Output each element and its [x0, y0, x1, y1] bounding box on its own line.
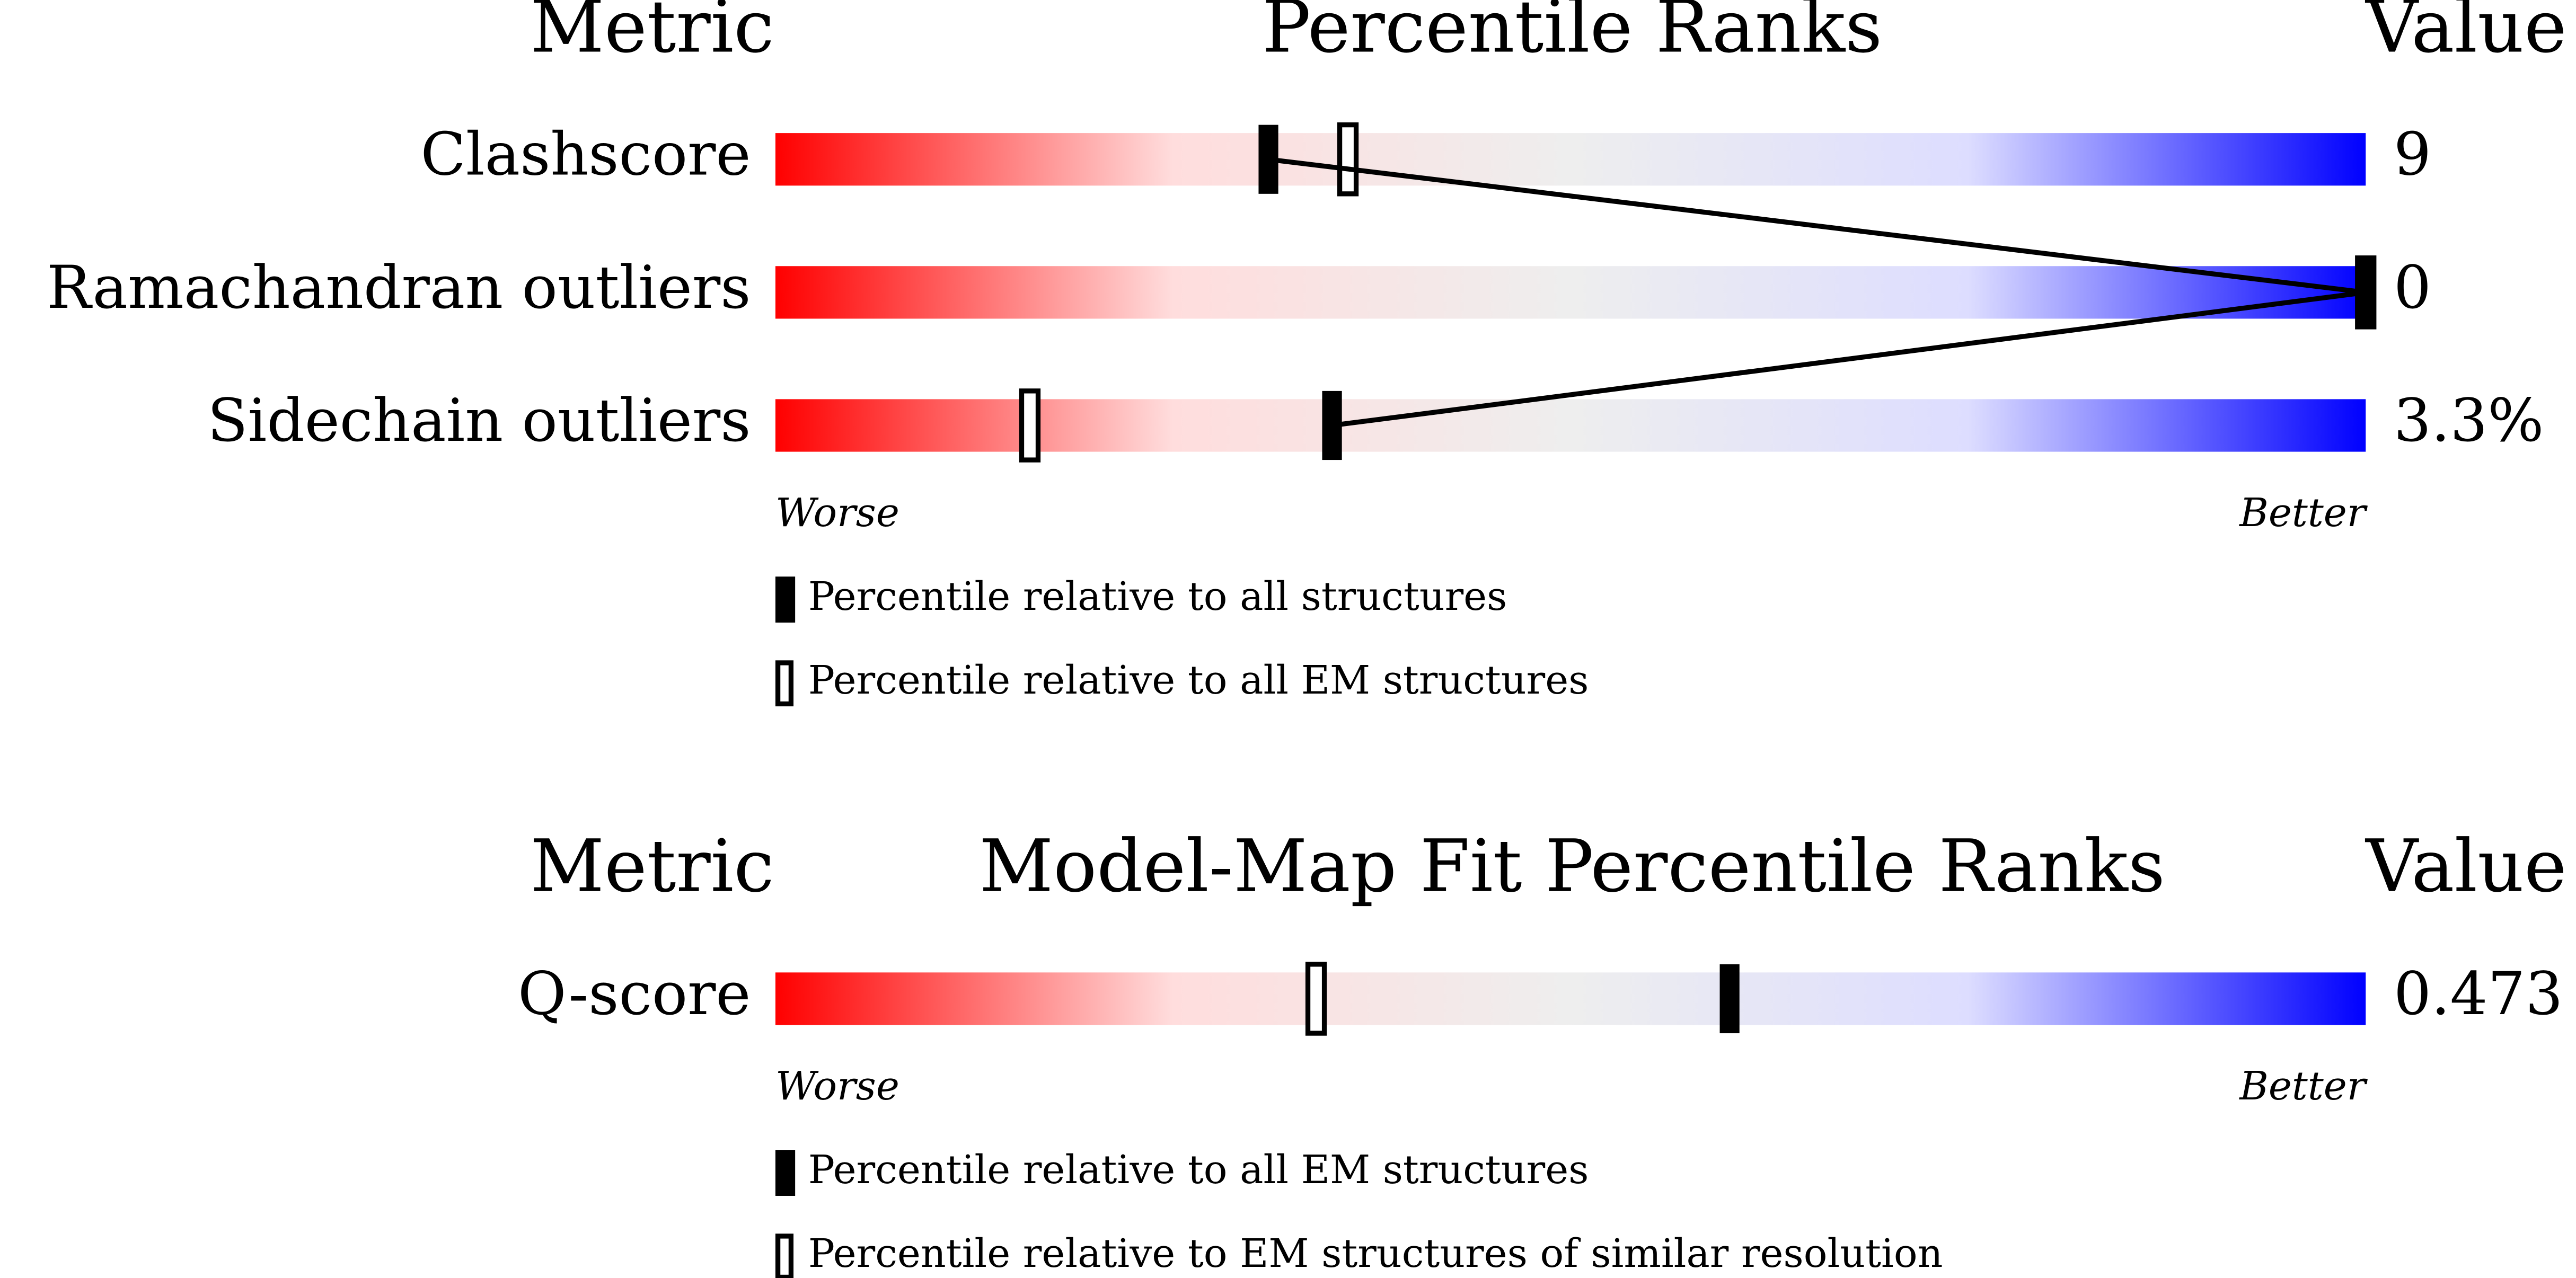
metric-name: Sidechain outliers	[207, 386, 751, 455]
metric-value: 0.473	[2394, 960, 2563, 1028]
metric-value: 9	[2394, 120, 2431, 189]
slider-bar	[775, 399, 2366, 452]
header-title: Model-Map Fit Percentile Ranks	[980, 824, 2165, 909]
header-title: Percentile Ranks	[1262, 0, 1882, 69]
legend-label: Percentile relative to all EM structures	[808, 657, 1589, 703]
better-label: Better	[2238, 490, 2368, 536]
header-value: Value	[2365, 824, 2566, 909]
all-percentile-marker	[1322, 390, 1342, 460]
legend-hollow-marker	[775, 1233, 794, 1278]
metric-name: Ramachandran outliers	[47, 253, 751, 322]
all-percentile-marker	[1719, 964, 1740, 1034]
legend-label: Percentile relative to all structures	[808, 573, 1507, 619]
metric-name: Clashscore	[421, 120, 751, 189]
metric-name: Q-score	[518, 960, 751, 1028]
slider-bar	[775, 133, 2366, 186]
header-value: Value	[2365, 0, 2566, 69]
metric-value: 0	[2394, 253, 2431, 322]
legend-hollow-marker	[775, 660, 794, 707]
worse-label: Worse	[775, 490, 899, 536]
better-label: Better	[2238, 1063, 2368, 1109]
legend-solid-marker	[775, 1150, 796, 1196]
metric-value: 3.3%	[2394, 386, 2544, 455]
legend-label: Percentile relative to all EM structures	[808, 1147, 1589, 1193]
header-metric: Metric	[530, 824, 774, 909]
all-percentile-marker	[1258, 125, 1278, 194]
all-percentile-marker	[2356, 258, 2376, 327]
legend-solid-marker	[775, 576, 796, 623]
legend-label: Percentile relative to EM structures of …	[808, 1230, 1943, 1276]
em-percentile-marker	[1337, 122, 1359, 197]
em-percentile-marker	[1305, 962, 1327, 1036]
slider-bar	[775, 266, 2366, 319]
em-percentile-marker	[1019, 388, 1041, 463]
slider-bar	[775, 972, 2366, 1025]
worse-label: Worse	[775, 1063, 899, 1109]
header-metric: Metric	[530, 0, 774, 69]
